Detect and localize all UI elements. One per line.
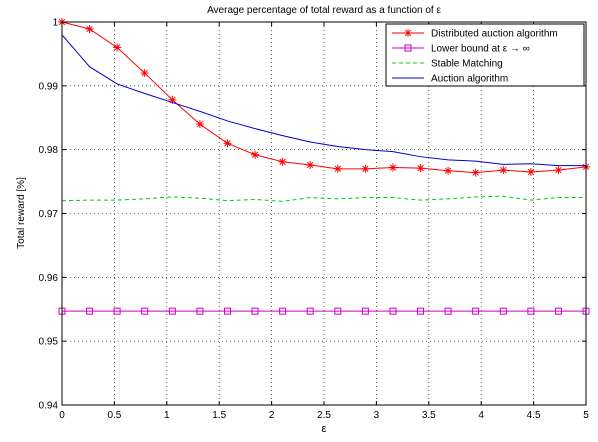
y-axis-label: Total reward [%] [16,177,27,249]
data-point [417,307,425,315]
legend-marker [404,44,412,52]
data-point [416,164,425,173]
data-point [527,307,535,315]
x-tick-label: 3.5 [422,410,436,421]
x-tick-label: 5 [583,410,589,421]
x-tick-label: 1 [164,410,170,421]
data-point [85,25,94,34]
y-tick-label: 1 [52,18,58,29]
legend-item: Lower bound at ε → ∞ [392,44,530,55]
series-line [61,195,586,202]
data-point [113,307,121,315]
series-layer [58,18,590,315]
series-1 [58,307,590,315]
data-point [361,164,370,173]
data-point [279,307,287,315]
data-point [389,307,397,315]
data-point [334,307,342,315]
data-point [251,307,259,315]
data-point [444,166,453,175]
data-point [361,307,369,315]
legend-box [385,23,585,87]
data-point [526,168,535,177]
legend: Distributed auction algorithm Lower bound… [385,23,585,87]
data-point [554,307,562,315]
data-point [223,307,231,315]
series-3 [61,34,586,167]
data-point [140,69,149,78]
y-tick-label: 0.98 [39,145,59,156]
legend-label: Distributed auction algorithm [431,29,558,40]
data-point [196,307,204,315]
y-tick-label: 0.94 [39,401,59,412]
legend-label: Stable Matching [431,59,503,70]
legend-label: Lower bound at ε → ∞ [431,44,530,55]
data-point [223,139,232,148]
data-point [444,307,452,315]
y-tick-label: 0.96 [39,273,59,284]
data-point [471,168,480,177]
x-tick-label: 3 [374,410,380,421]
legend-item: Stable Matching [392,59,503,70]
data-point [388,163,397,172]
legend-item: Distributed auction algorithm [392,29,558,40]
data-point [499,307,507,315]
data-point [113,43,122,52]
y-tick-label: 0.95 [39,337,59,348]
x-axis-label: ε [322,423,327,435]
data-point [168,307,176,315]
data-point [472,307,480,315]
chart-title: Average percentage of total reward as a … [207,5,441,16]
series-line [61,34,586,167]
x-tick-label: 2.5 [317,410,331,421]
y-tick-label: 0.97 [39,209,59,220]
legend-label: Auction algorithm [431,74,508,85]
x-tick-label: 2 [269,410,275,421]
data-point [278,157,287,166]
y-tick-label: 0.99 [39,81,59,92]
legend-marker [404,29,412,37]
series-line [61,21,587,174]
data-point [251,150,260,159]
series-2 [61,195,586,202]
x-tick-label: 4.5 [527,410,541,421]
x-tick-label: 0 [59,410,65,421]
data-point [554,166,563,175]
x-tick-label: 0.5 [107,410,121,421]
legend-item: Auction algorithm [392,74,508,85]
data-point [86,307,94,315]
x-tick-label: 4 [478,410,484,421]
data-point [499,166,508,175]
x-tick-label: 1.5 [212,410,226,421]
data-point [306,160,315,169]
data-point [306,307,314,315]
data-point [141,307,149,315]
data-point [195,120,204,129]
data-point [333,164,342,173]
